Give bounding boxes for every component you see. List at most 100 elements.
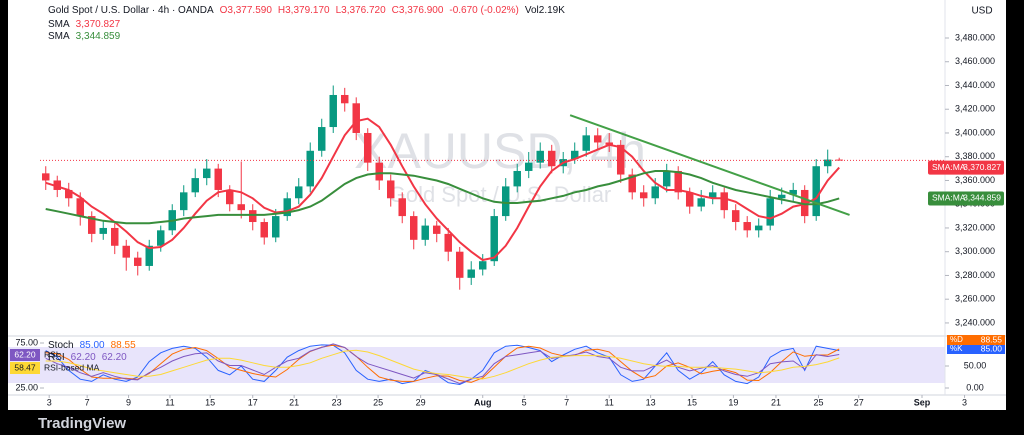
- candle-body: [134, 257, 142, 266]
- legend-row: SMA 3,370.827: [48, 19, 120, 30]
- volume: Vol2.19K: [524, 5, 565, 16]
- candle-body: [386, 180, 395, 199]
- candle-body: [53, 180, 61, 190]
- y-tick-label: 3,400.000: [955, 127, 995, 137]
- candle-body: [582, 135, 590, 151]
- x-tick-label: 27: [854, 397, 864, 407]
- y-tick-label: 3,420.000: [955, 104, 995, 114]
- high: H3,379.170: [277, 5, 330, 16]
- symbol: Gold Spot / U.S. Dollar · 4h · OANDA: [48, 5, 214, 16]
- candle-body: [800, 189, 809, 217]
- candle-body: [237, 204, 245, 211]
- candle-body: [628, 174, 636, 193]
- candle-body: [214, 168, 222, 190]
- candle-body: [145, 245, 153, 266]
- stoch-k: 85.00: [79, 340, 105, 351]
- footer: [8, 410, 1024, 435]
- currency[interactable]: USD: [971, 6, 992, 17]
- y-tick-label: 3,320.000: [955, 222, 995, 232]
- value-tag-label: 85.00: [981, 343, 1003, 353]
- y-tick-label: 3,480.000: [955, 32, 995, 42]
- candle-body: [306, 150, 314, 187]
- y-tick-label: 3,360.000: [955, 175, 995, 185]
- candle-body: [478, 261, 487, 270]
- candle-body: [42, 173, 50, 181]
- candle-body: [536, 150, 544, 163]
- legend-row: SMA 3,344.859: [48, 31, 120, 42]
- candle-body: [317, 127, 326, 151]
- low: L3,376.720: [335, 5, 386, 16]
- candle-body: [444, 233, 452, 252]
- x-tick-label: 25: [813, 397, 823, 407]
- legend-row: Gold Spot / U.S. Dollar · 4h · OANDA O3,…: [48, 5, 565, 16]
- candle-body: [777, 194, 786, 199]
- sma-line: [45, 117, 840, 262]
- price-tag-name: SMA:MA: [932, 162, 966, 172]
- y-tick-label: 3,280.000: [955, 270, 995, 280]
- candle-body: [88, 216, 96, 234]
- candle-body: [180, 192, 188, 211]
- open: O3,377.590: [219, 5, 272, 16]
- indicator-line: [45, 349, 840, 380]
- stoch-name: Stoch: [48, 340, 74, 351]
- candle-body: [685, 192, 694, 207]
- candle-body: [111, 227, 119, 246]
- candle-body: [455, 251, 464, 278]
- y-tick-label: 3,300.000: [955, 246, 995, 256]
- x-tick-label: Aug: [474, 397, 492, 407]
- candle-body: [122, 245, 130, 258]
- x-tick-label: 23: [332, 397, 342, 407]
- candle-body: [203, 168, 211, 179]
- rsi-name: RSI: [48, 352, 65, 363]
- candle-body: [294, 186, 303, 199]
- brand: TradingView: [38, 415, 126, 432]
- value-tag: [10, 362, 40, 374]
- candle-body: [329, 94, 337, 128]
- sma-value: 3,370.827: [75, 19, 121, 30]
- candle-body: [639, 192, 648, 199]
- price-tag: [928, 160, 1004, 175]
- candle-body: [76, 198, 84, 217]
- stoch-d: 88.55: [110, 340, 136, 351]
- value-tag: [947, 335, 1005, 345]
- x-tick-label: 29: [416, 397, 426, 407]
- value-tag-name: RSI: [44, 349, 58, 359]
- indicator-line: [45, 344, 840, 383]
- candle-body: [754, 225, 763, 231]
- x-tick-label: 7: [564, 397, 569, 407]
- candle-body: [593, 135, 602, 143]
- candle-body: [743, 222, 751, 231]
- x-tick-label: 25: [373, 397, 383, 407]
- sma-value: 3,344.859: [75, 31, 121, 42]
- candle-body: [375, 162, 383, 181]
- x-tick-label: 3: [47, 397, 52, 407]
- y-tick-label: 25.00: [15, 382, 38, 392]
- value-tag-name: %K: [950, 344, 963, 353]
- sma-name: SMA: [48, 31, 70, 42]
- x-tick-label: 5: [522, 397, 527, 407]
- price-tag-value: 3,344.859: [963, 193, 1001, 203]
- candle-body: [501, 186, 510, 217]
- candle-body: [570, 150, 579, 160]
- x-tick-label: 21: [771, 397, 781, 407]
- value-tag-name: %D: [950, 335, 963, 344]
- candle-body: [835, 159, 843, 161]
- candle-body: [524, 162, 533, 171]
- legend-row: RSI 62.20 62.20: [48, 352, 127, 363]
- candle-body: [340, 94, 349, 104]
- candle-body: [398, 198, 406, 217]
- candle-body: [432, 225, 441, 234]
- candle-body: [99, 227, 107, 234]
- value-tag-name: RSI-based MA: [44, 362, 100, 372]
- x-tick-label: 7: [85, 397, 90, 407]
- x-tick-label: 9: [126, 397, 131, 407]
- rsi-value: 62.20: [70, 352, 96, 363]
- candle-body: [490, 216, 498, 262]
- rsi-value: 62.20: [101, 352, 127, 363]
- y-tick-label: 3,440.000: [955, 80, 995, 90]
- candle-body: [708, 192, 717, 199]
- candle-body: [720, 192, 728, 211]
- price-tag-value: 3,370.827: [963, 162, 1001, 172]
- candle-body: [651, 186, 659, 199]
